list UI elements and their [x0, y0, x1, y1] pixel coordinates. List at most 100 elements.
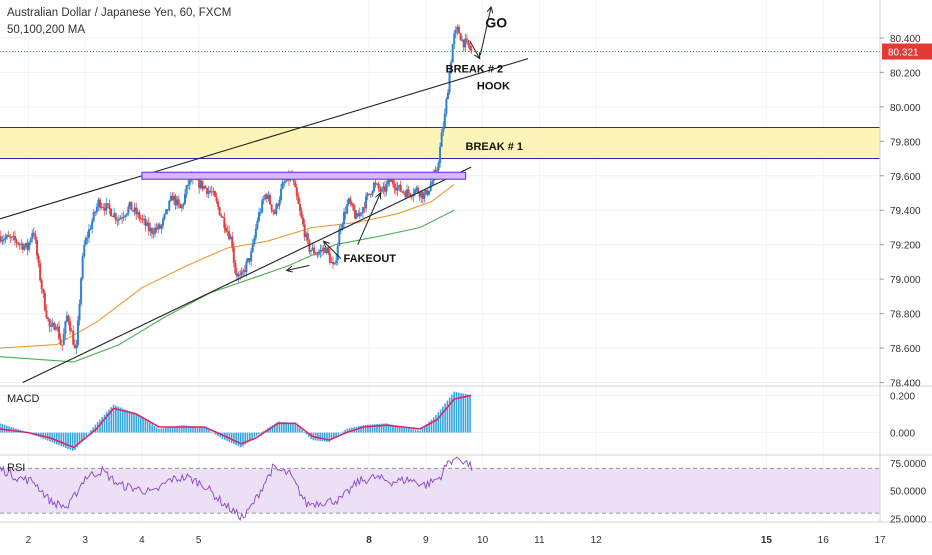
candle-body: [121, 217, 124, 219]
macd-histogram-bar: [69, 432, 72, 450]
candle-body: [305, 233, 308, 238]
candle-body: [171, 196, 174, 201]
candle-body: [110, 208, 113, 217]
candle-body: [406, 189, 409, 198]
macd-histogram-bar: [326, 432, 328, 442]
macd-histogram-bar: [435, 415, 437, 433]
candle-body: [212, 191, 215, 193]
candle-body: [328, 253, 331, 263]
macd-histogram-bar: [269, 426, 272, 433]
candle-body: [132, 210, 135, 212]
candle-body: [94, 211, 97, 213]
candle-body: [163, 213, 166, 219]
macd-histogram-bar: [253, 432, 256, 438]
macd-histogram-bar: [101, 417, 103, 433]
macd-histogram-bar: [389, 424, 392, 433]
candle-body: [424, 189, 427, 195]
candle-body: [330, 262, 333, 264]
candle-body: [246, 258, 249, 262]
macd-histogram-bar: [135, 413, 138, 433]
macd-histogram-bar: [167, 427, 169, 433]
indicator-legend: 50,100,200 MA: [7, 24, 86, 36]
macd-histogram-bar: [380, 423, 383, 433]
macd-histogram-bar: [178, 425, 181, 433]
candle-body: [59, 338, 62, 345]
macd-histogram-bar: [364, 424, 367, 433]
date-tick-label: 5: [196, 535, 202, 546]
candle-body: [84, 238, 87, 245]
macd-histogram-bar: [53, 432, 56, 444]
candle-body: [40, 280, 43, 290]
macd-line: [0, 394, 472, 449]
chart-title: Australian Dollar / Japanese Yen, 60, FX…: [7, 7, 232, 19]
candle-body: [338, 229, 341, 246]
candle-body: [122, 216, 125, 218]
annotation-arrow: [469, 41, 480, 58]
candle-body: [223, 217, 226, 228]
candle-body: [158, 224, 161, 229]
candle-body: [76, 320, 79, 346]
macd-histogram-bar: [396, 425, 399, 433]
candle-body: [470, 49, 473, 51]
candle-body: [272, 210, 275, 212]
annotation-arrow: [287, 264, 310, 270]
candle-body: [58, 326, 61, 339]
candle-body: [387, 179, 390, 185]
macd-histogram-bar: [244, 432, 247, 445]
candle-body: [105, 203, 108, 211]
candle-body: [204, 186, 207, 189]
candle-body: [218, 207, 221, 216]
candle-body: [138, 212, 141, 219]
macd-histogram-bar: [74, 432, 76, 450]
macd-histogram-bar: [428, 421, 431, 433]
date-tick-label: 3: [82, 535, 88, 546]
candle-body: [456, 26, 459, 30]
macd-histogram-bar: [442, 406, 444, 433]
annotation-arrow: [324, 241, 342, 259]
candle-body: [185, 185, 188, 194]
macd-histogram-bar: [121, 408, 124, 433]
macd-histogram-bar: [262, 431, 265, 433]
candle-body: [232, 247, 235, 263]
candle-body: [177, 199, 180, 204]
rsi-tick-label: 25.0000: [890, 515, 927, 526]
candle-body: [213, 191, 216, 197]
macd-histogram-bar: [444, 403, 446, 433]
macd-histogram-bar: [62, 432, 65, 448]
macd-histogram-bar: [373, 424, 376, 433]
candle-body: [36, 240, 39, 256]
candle-body: [454, 29, 457, 34]
candle-body: [235, 273, 238, 277]
candle-body: [176, 199, 179, 206]
candle-body: [169, 196, 172, 201]
candle-body: [106, 203, 109, 205]
macd-histogram-bar: [437, 412, 440, 433]
macd-histogram-bar: [228, 432, 231, 442]
macd-histogram-bar: [371, 424, 374, 433]
date-tick-label: 2: [26, 535, 32, 546]
macd-histogram-bar: [142, 418, 144, 433]
macd-histogram-bar: [58, 432, 60, 446]
candle-body: [319, 250, 322, 253]
candle-body: [1, 240, 4, 242]
candle-body: [385, 184, 388, 192]
macd-histogram-bar: [119, 407, 122, 433]
candle-body: [92, 211, 95, 222]
candle-body: [401, 191, 404, 193]
date-tick-label: 12: [591, 535, 603, 546]
price-tick-label: 78.800: [890, 310, 921, 321]
candle-body: [50, 325, 53, 327]
candle-body: [42, 289, 45, 294]
candle-body: [29, 239, 32, 243]
macd-histogram-bar: [278, 421, 281, 433]
candle-body: [13, 236, 16, 241]
macd-histogram-bar: [276, 422, 278, 433]
candle-body: [228, 231, 231, 240]
candle-body: [152, 233, 155, 235]
macd-histogram-bar: [469, 395, 471, 433]
date-tick-label: 11: [534, 535, 545, 546]
candle-body: [103, 207, 106, 211]
candle-body: [179, 203, 182, 209]
